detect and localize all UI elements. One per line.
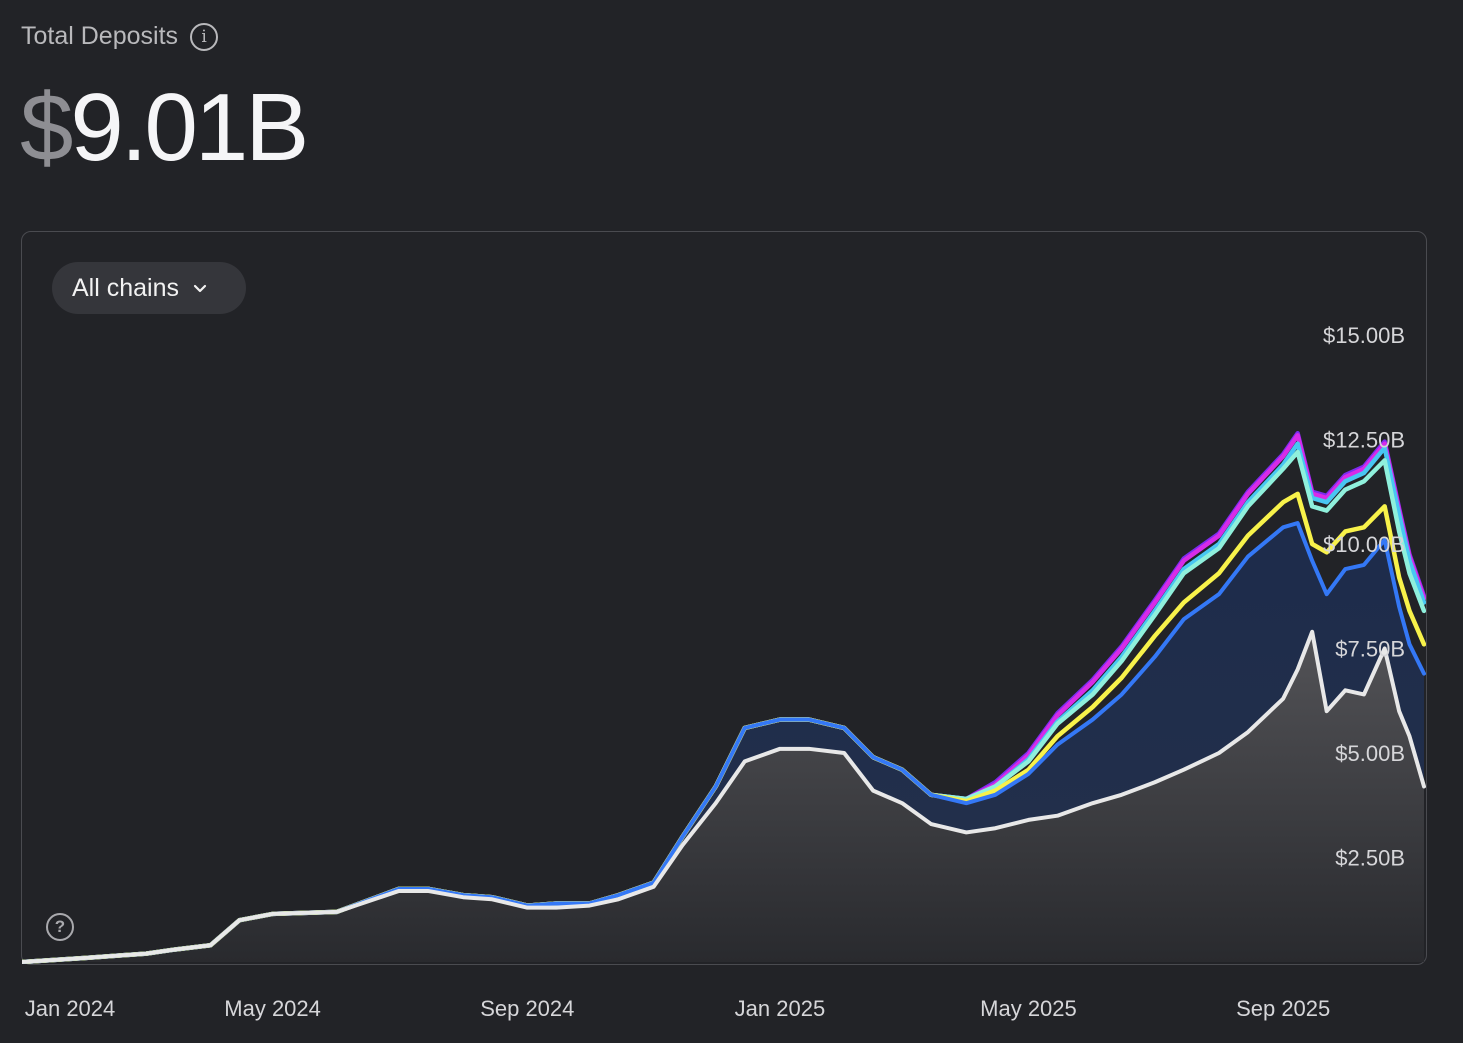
x-tick-label: Sep 2025	[1236, 996, 1330, 1021]
question-mark-icon[interactable]: ?	[46, 913, 74, 941]
total-amount: 9.01B	[70, 74, 309, 181]
chevron-down-icon	[193, 284, 207, 293]
x-tick-label: Jan 2025	[735, 996, 826, 1021]
x-tick-label: Sep 2024	[480, 996, 574, 1021]
chain-filter-label: All chains	[72, 273, 179, 302]
x-tick-label: Jan 2024	[25, 996, 116, 1021]
total-deposits-title: Total Deposits	[21, 22, 179, 50]
chain-filter-dropdown[interactable]: All chains	[52, 262, 246, 314]
x-tick-label: May 2024	[224, 996, 321, 1021]
x-tick-label: May 2025	[980, 996, 1077, 1021]
total-deposits-value: $9.01B	[20, 70, 309, 185]
chart-panel	[21, 231, 1427, 965]
info-icon[interactable]: i	[190, 22, 219, 51]
total-deposits-header: Total Deposits i	[21, 22, 219, 51]
currency-symbol: $	[20, 74, 73, 181]
